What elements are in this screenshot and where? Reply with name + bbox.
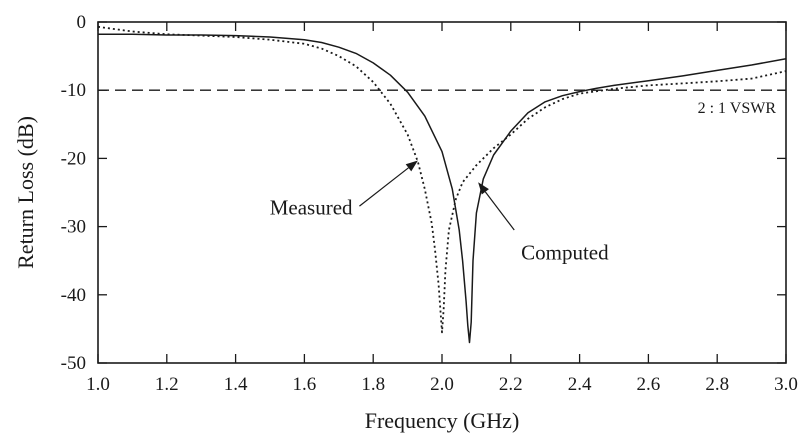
- x-tick-label: 2.8: [705, 374, 729, 395]
- x-axis-title: Frequency (GHz): [365, 408, 520, 433]
- y-axis-title: Return Loss (dB): [13, 116, 38, 269]
- y-tick-label: -20: [61, 148, 86, 169]
- x-tick-label: 2.6: [637, 374, 661, 395]
- y-tick-label: -10: [61, 80, 86, 101]
- measured-annotation: Measured: [270, 195, 353, 219]
- x-tick-label: 1.0: [86, 374, 110, 395]
- x-tick-label: 1.2: [155, 374, 179, 395]
- x-tick-label: 3.0: [774, 374, 798, 395]
- computed-annotation: Computed: [521, 240, 609, 264]
- y-tick-label: -30: [61, 217, 86, 238]
- x-tick-label: 1.6: [293, 374, 317, 395]
- x-tick-label: 2.2: [499, 374, 523, 395]
- x-axis-ticks: 1.0 1.2 1.4 1.6 1.8 2.0 2.2 2.4 2.6 2.8 3.0: [86, 22, 798, 395]
- measured-series-line: [97, 25, 787, 334]
- annotation-layer: Measured Computed: [270, 160, 609, 264]
- y-tick-label: -50: [61, 353, 86, 374]
- x-tick-label: 2.4: [568, 374, 592, 395]
- y-tick-label: -40: [61, 285, 86, 306]
- series-layer: [97, 25, 787, 344]
- y-axis-ticks: 0 -10 -20 -30 -40 -50: [61, 12, 786, 374]
- measured-arrow-head: [405, 160, 418, 172]
- x-tick-label: 2.0: [430, 374, 454, 395]
- vswr-reference-label: 2 : 1 VSWR: [698, 100, 777, 117]
- computed-arrow-head: [478, 182, 489, 195]
- x-tick-label: 1.8: [361, 374, 385, 395]
- x-tick-label: 1.4: [224, 374, 248, 395]
- computed-arrow: [484, 191, 515, 231]
- computed-series-line: [98, 33, 787, 344]
- measured-arrow: [359, 167, 409, 207]
- y-tick-label: 0: [77, 12, 87, 33]
- plot-frame: [97, 21, 787, 364]
